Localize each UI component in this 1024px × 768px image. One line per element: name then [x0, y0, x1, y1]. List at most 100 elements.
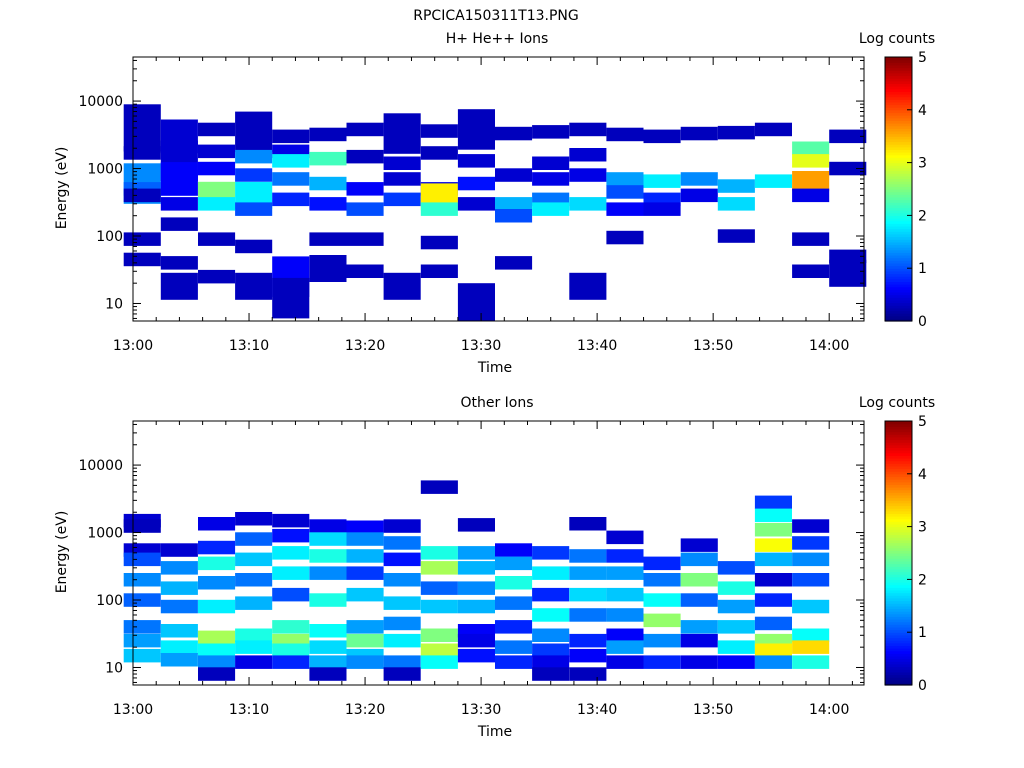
colorbar-segment — [885, 455, 912, 459]
heatmap-cell — [792, 628, 830, 642]
colorbar-segment — [885, 70, 912, 74]
heatmap-cell — [643, 129, 681, 144]
heatmap-cell — [457, 561, 495, 575]
heatmap-cell — [754, 508, 792, 523]
heatmap-cell — [346, 620, 384, 634]
colorbar-segment — [885, 663, 912, 668]
heatmap-cells — [123, 480, 830, 681]
heatmap-cell — [717, 125, 755, 140]
heatmap-cell — [309, 532, 347, 546]
heatmap-cell — [680, 552, 718, 567]
heatmap-cell — [235, 272, 273, 300]
colorbar-segment — [885, 189, 912, 193]
colorbar-segment — [885, 228, 912, 232]
heatmap-cells — [123, 104, 867, 321]
heatmap-cell — [123, 519, 161, 533]
colorbar-tick-label: 0 — [918, 678, 927, 694]
heatmap-cell — [383, 573, 421, 587]
colorbar-segment — [885, 613, 912, 617]
heatmap-cell — [272, 566, 310, 580]
colorbar-segment — [885, 284, 912, 288]
colorbar-segment — [885, 196, 912, 201]
heatmap-cell — [792, 640, 830, 654]
x-tick-label: 13:00 — [113, 338, 153, 354]
heatmap-cell — [235, 573, 273, 587]
heatmap-cell — [383, 633, 421, 648]
heatmap-cell — [680, 126, 718, 141]
heatmap-cell — [606, 655, 644, 669]
colorbar-segment — [885, 571, 912, 575]
colorbar-segment — [885, 582, 912, 586]
colorbar-frame — [884, 56, 913, 322]
figure-title: RPCICA150311T13.PNG — [413, 8, 578, 24]
colorbar-segment — [885, 428, 912, 433]
colorbar-segment — [885, 175, 912, 180]
heatmap-cell — [717, 229, 755, 243]
heatmap-cell — [792, 655, 830, 669]
colorbar-segment — [885, 313, 912, 317]
heatmap-cell — [272, 172, 310, 186]
heatmap-cell — [680, 573, 718, 587]
heatmap-cell — [717, 640, 755, 654]
colorbar-segment — [885, 181, 912, 185]
colorbar-segment — [885, 500, 912, 504]
colorbar-segment — [885, 112, 912, 116]
heatmap-cell — [198, 667, 236, 681]
colorbar-segment — [885, 574, 912, 578]
heatmap-cell — [383, 113, 421, 154]
heatmap-cell — [123, 573, 161, 587]
heatmap-cell — [569, 272, 607, 300]
heatmap-cell — [235, 202, 273, 216]
heatmap-cell — [680, 188, 718, 203]
colorbar-segment — [885, 434, 912, 438]
colorbar-segment — [885, 91, 912, 95]
heatmap-cell — [754, 593, 792, 607]
colorbar-segment — [885, 125, 912, 129]
colorbar-segment — [885, 302, 912, 306]
colorbar-segment — [885, 558, 912, 562]
heatmap-cell — [346, 549, 384, 563]
colorbar-segment — [885, 133, 912, 137]
colorbar-segment — [885, 534, 912, 538]
heatmap-cell — [272, 587, 310, 602]
heatmap-cell — [309, 232, 347, 246]
colorbar-segment — [885, 592, 912, 596]
panel-other-ions: Other Ions Log counts Time Energy (eV) 1… — [54, 395, 935, 740]
heatmap-cell — [754, 523, 792, 537]
y-tick-label: 10000 — [78, 458, 123, 474]
colorbar-segment — [885, 241, 912, 246]
colorbar-segment — [885, 136, 912, 140]
heatmap-cell — [606, 172, 644, 186]
y-tick-label: 1000 — [87, 162, 123, 178]
colorbar-segment — [885, 537, 912, 541]
colorbar-segment — [885, 679, 912, 683]
colorbar-segment — [885, 421, 912, 425]
heatmap-cell — [383, 519, 421, 533]
heatmap-cell — [198, 161, 236, 176]
heatmap-cell — [457, 176, 495, 191]
heatmap-cell — [569, 566, 607, 580]
colorbar-segment — [885, 57, 912, 61]
heatmap-cell — [198, 643, 236, 657]
colorbar-segment — [885, 600, 912, 604]
colorbar-segment — [885, 146, 912, 150]
heatmap-cell — [420, 546, 458, 560]
heatmap-cell — [383, 655, 421, 669]
heatmap-cell — [569, 148, 607, 162]
heatmap-cell — [495, 126, 533, 141]
heatmap-cell — [717, 179, 755, 193]
heatmap-cell — [235, 628, 273, 642]
heatmap-cell — [272, 513, 310, 528]
colorbar-frame — [884, 420, 913, 686]
colorbar-segment — [885, 518, 912, 522]
colorbar-segment — [885, 542, 912, 546]
heatmap-cell — [346, 587, 384, 602]
heatmap-cell — [495, 576, 533, 590]
colorbar-segment — [885, 447, 912, 451]
colorbar-segment — [885, 260, 912, 264]
heatmap-cell — [754, 552, 792, 567]
heatmap-cell — [123, 648, 161, 663]
colorbar-segment — [885, 109, 912, 114]
heatmap-cell — [198, 540, 236, 555]
colorbar-segment — [885, 457, 912, 462]
